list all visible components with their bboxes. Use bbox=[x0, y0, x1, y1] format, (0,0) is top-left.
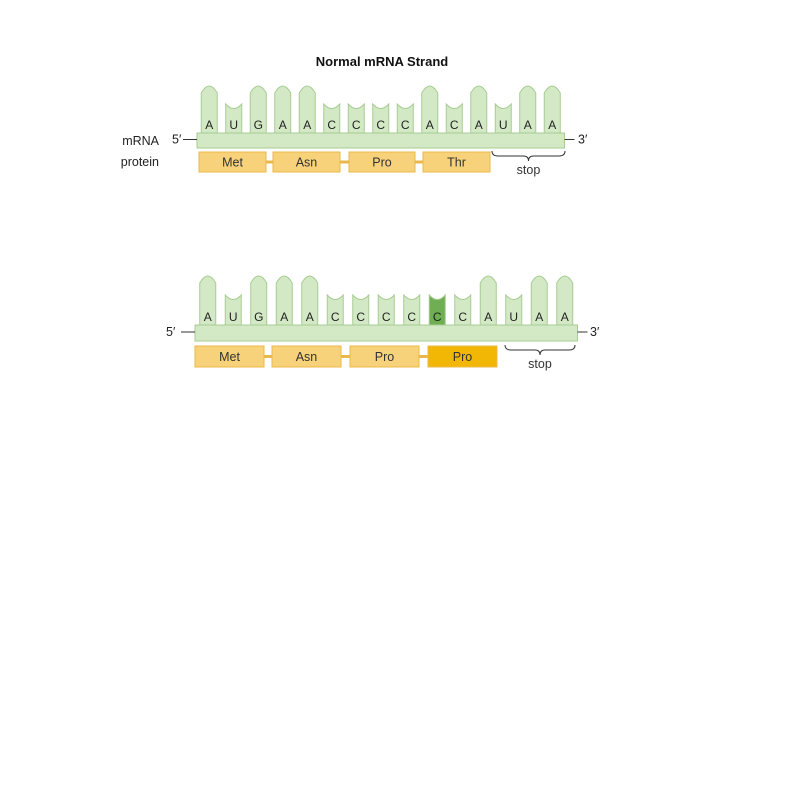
base-letter: C bbox=[450, 118, 459, 132]
normal-strand: A U G A A C C C C A C A U A A 5′ 3′ mRNA protein Met Asn Pro T… bbox=[121, 85, 588, 177]
base-letter: A bbox=[561, 310, 569, 324]
base-letter: C bbox=[327, 118, 336, 132]
base-letter: C bbox=[382, 310, 391, 324]
base-letter: A bbox=[306, 310, 314, 324]
base-8 bbox=[396, 102, 414, 134]
base-letter: A bbox=[524, 118, 532, 132]
base-letter: C bbox=[352, 118, 361, 132]
base-14 bbox=[543, 85, 561, 134]
amino-acid-1 bbox=[271, 345, 342, 368]
base-7 bbox=[377, 293, 395, 326]
base-6 bbox=[352, 293, 370, 326]
mrna-backbone bbox=[196, 132, 565, 149]
base-2 bbox=[249, 85, 267, 134]
amino-acid-1 bbox=[272, 151, 341, 173]
five-prime-label: 5′ bbox=[166, 325, 176, 339]
amino-acid-label: Pro bbox=[372, 156, 392, 170]
base-letter: C bbox=[407, 310, 416, 324]
base-letter: C bbox=[331, 310, 340, 324]
base-letter: A bbox=[426, 118, 434, 132]
base-letter: C bbox=[433, 310, 442, 324]
base-letter: A bbox=[205, 118, 213, 132]
base-12 bbox=[505, 293, 523, 326]
base-letter: C bbox=[376, 118, 385, 132]
base-letter: A bbox=[475, 118, 483, 132]
base-letter: C bbox=[458, 310, 467, 324]
amino-acid-label: Asn bbox=[296, 156, 318, 170]
base-1 bbox=[224, 293, 242, 326]
base-2 bbox=[250, 275, 268, 326]
amino-acid-0 bbox=[194, 345, 265, 368]
base-letter: G bbox=[254, 310, 263, 324]
base-letter: C bbox=[356, 310, 365, 324]
base-11 bbox=[470, 85, 488, 134]
strands-group: A U G A A C C C C A C A U A A 5′ 3′ mRNA protein Met Asn Pro T… bbox=[121, 85, 600, 371]
base-7 bbox=[372, 102, 390, 134]
base-1 bbox=[225, 102, 243, 134]
three-prime-label: 3′ bbox=[578, 133, 588, 147]
base-letter: A bbox=[204, 310, 212, 324]
base-14 bbox=[556, 275, 574, 326]
base-8 bbox=[403, 293, 421, 326]
base-4 bbox=[298, 85, 316, 134]
amino-acid-label: Thr bbox=[447, 156, 466, 170]
base-letter: G bbox=[254, 118, 263, 132]
base-letter: A bbox=[279, 118, 287, 132]
amino-acid-2 bbox=[348, 151, 416, 173]
base-12 bbox=[494, 102, 512, 134]
mutated-strand: A U G A A C C C C C C A U A A 5′ 3′ Met Asn Pro Pro stop bbox=[166, 275, 600, 371]
base-letter: U bbox=[509, 310, 518, 324]
amino-acid-3 bbox=[422, 151, 491, 173]
base-letter: A bbox=[303, 118, 311, 132]
amino-acid-2 bbox=[349, 345, 420, 368]
base-letter: U bbox=[229, 310, 238, 324]
base-letter: A bbox=[548, 118, 556, 132]
base-13 bbox=[530, 275, 548, 326]
base-letter: A bbox=[484, 310, 492, 324]
amino-acid-label: Asn bbox=[296, 350, 318, 364]
mutated-base-9 bbox=[428, 293, 446, 326]
base-10 bbox=[445, 102, 463, 134]
amino-acid-0 bbox=[198, 151, 267, 173]
base-9 bbox=[421, 85, 439, 134]
stop-codon-label: stop bbox=[528, 357, 552, 371]
base-letter: A bbox=[535, 310, 543, 324]
base-3 bbox=[275, 275, 293, 326]
stop-codon-brace bbox=[504, 344, 576, 356]
base-11 bbox=[479, 275, 497, 326]
protein-row-label: protein bbox=[121, 155, 159, 169]
amino-acid-label: Met bbox=[219, 350, 240, 364]
base-0 bbox=[200, 85, 218, 134]
stop-codon-brace bbox=[491, 150, 566, 162]
base-letter: U bbox=[499, 118, 508, 132]
base-3 bbox=[274, 85, 292, 134]
base-0 bbox=[199, 275, 217, 326]
base-letter: A bbox=[280, 310, 288, 324]
base-13 bbox=[519, 85, 537, 134]
stop-codon-label: stop bbox=[517, 163, 541, 177]
diagram-title: Normal mRNA Strand bbox=[316, 54, 448, 69]
mrna-row-label: mRNA bbox=[122, 134, 159, 148]
base-5 bbox=[326, 293, 344, 326]
five-prime-label: 5′ bbox=[172, 133, 182, 147]
base-6 bbox=[347, 102, 365, 134]
base-5 bbox=[323, 102, 341, 134]
base-letter: U bbox=[229, 118, 238, 132]
amino-acid-label: Pro bbox=[375, 350, 395, 364]
base-10 bbox=[454, 293, 472, 326]
three-prime-label: 3′ bbox=[590, 325, 600, 339]
amino-acid-label: Pro bbox=[453, 350, 473, 364]
amino-acid-label: Met bbox=[222, 156, 243, 170]
mutated-amino-acid-3 bbox=[427, 345, 498, 368]
base-letter: C bbox=[401, 118, 410, 132]
base-4 bbox=[301, 275, 319, 326]
mrna-backbone bbox=[194, 324, 578, 342]
